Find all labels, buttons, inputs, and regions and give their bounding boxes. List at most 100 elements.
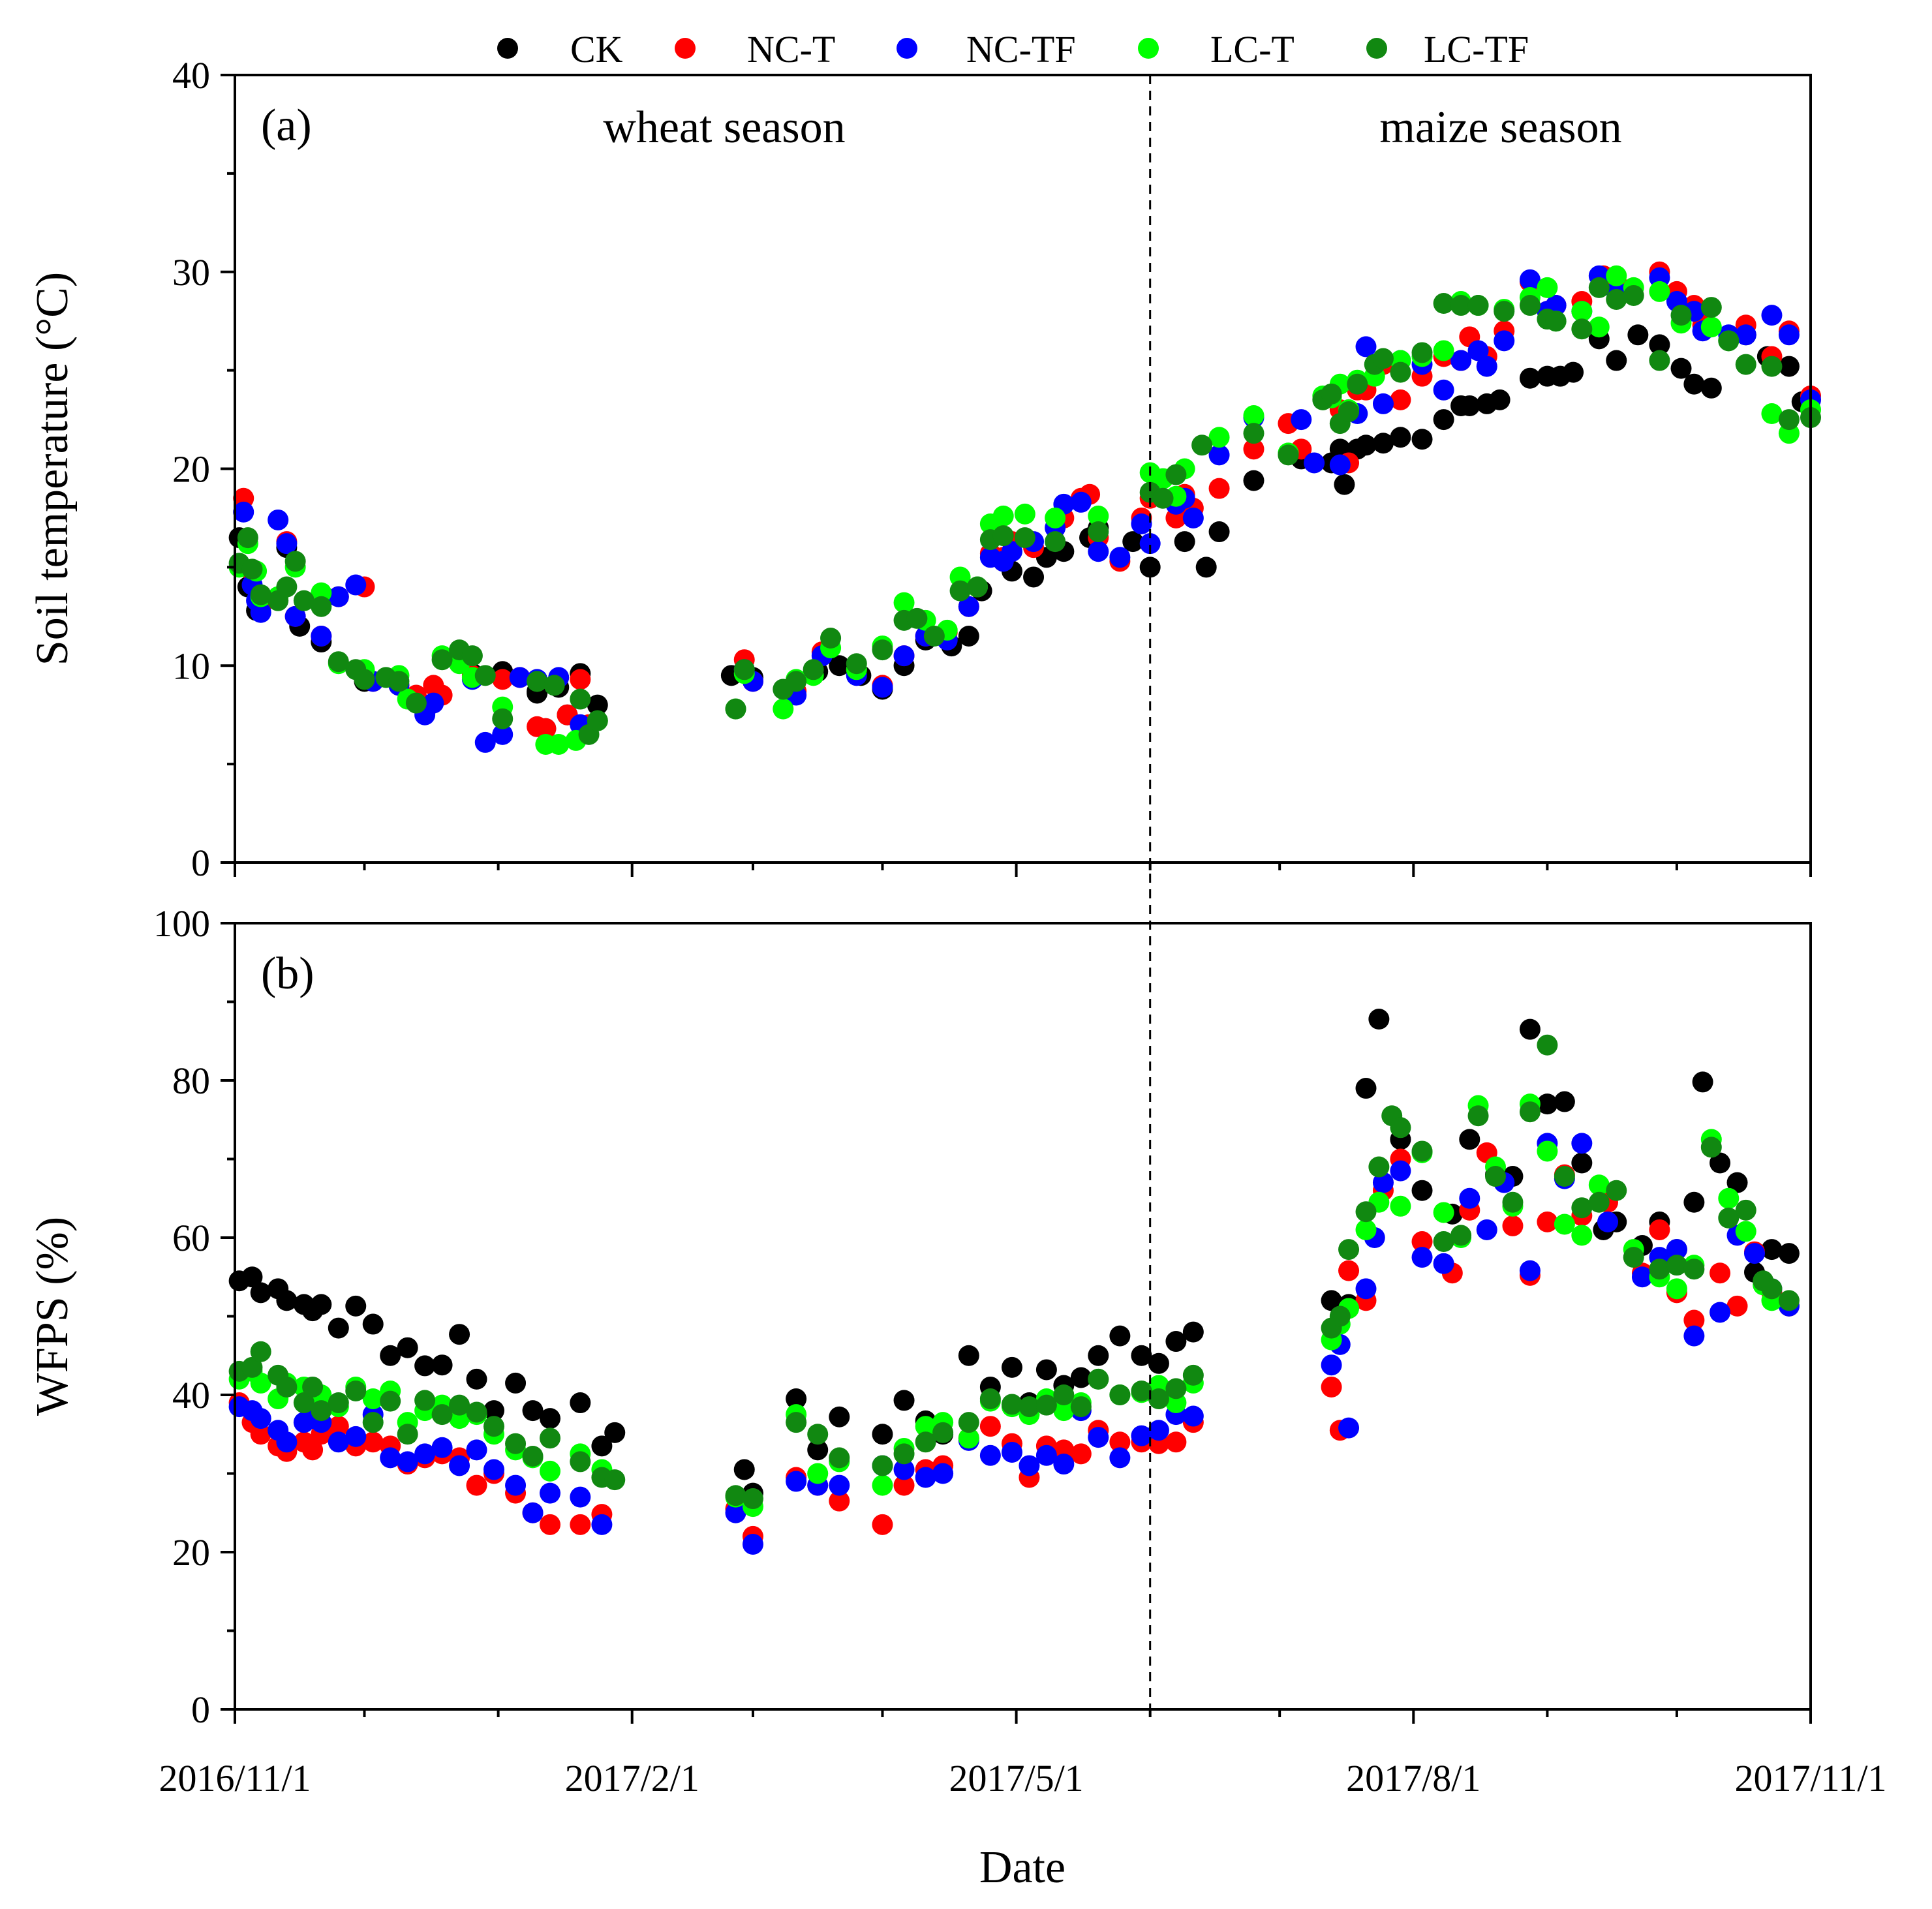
data-point-lc-tf	[786, 671, 807, 692]
data-point-ck	[328, 1317, 349, 1339]
data-point-nc-tf	[1109, 1447, 1131, 1469]
data-point-lc-tf	[293, 590, 314, 611]
data-point-nc-tf	[1372, 393, 1394, 414]
panel-b-frame	[234, 922, 1812, 1711]
data-point-ck	[1761, 1239, 1783, 1260]
data-point-nc-t	[872, 1514, 893, 1535]
data-point-nc-tf	[1743, 1243, 1765, 1264]
data-point-nc-tf	[893, 645, 915, 667]
data-point-lc-tf	[1450, 1225, 1472, 1246]
data-point-lc-tf	[241, 558, 263, 580]
data-point-ck	[958, 1345, 979, 1366]
data-point-lc-tf	[1670, 305, 1692, 326]
x-tick-label: 2017/11/1	[1734, 1757, 1886, 1799]
data-point-lc-t	[1537, 1140, 1558, 1162]
data-point-ck	[1433, 409, 1454, 431]
data-point-nc-t	[829, 1490, 850, 1512]
data-point-nc-tf	[540, 1482, 560, 1504]
data-point-lc-tf	[1545, 311, 1567, 332]
data-point-nc-tf	[1519, 1260, 1541, 1281]
data-point-nc-t	[570, 669, 591, 690]
data-point-lc-tf	[293, 1392, 314, 1414]
panel-a-y-tick-label: 20	[172, 448, 210, 491]
legend-marker-lc-t	[1138, 38, 1159, 59]
data-point-nc-tf	[414, 1443, 436, 1465]
data-point-nc-tf	[786, 1471, 807, 1492]
data-point-ck	[522, 1400, 544, 1422]
data-point-lc-tf	[1411, 1140, 1433, 1162]
data-point-nc-tf	[380, 1447, 401, 1469]
panel-a-y-tick-label: 10	[172, 645, 210, 687]
data-point-nc-tf	[1182, 507, 1204, 528]
data-point-lc-t	[1700, 316, 1722, 338]
legend-label-lc-tf: LC-TF	[1424, 28, 1529, 70]
data-point-ck	[1355, 435, 1377, 456]
data-point-lc-tf	[803, 659, 824, 680]
data-point-ck	[1368, 1009, 1390, 1030]
data-point-ck	[807, 1439, 829, 1461]
data-point-nc-tf	[1019, 1455, 1040, 1476]
data-point-lc-tf	[829, 1447, 850, 1469]
panel-b-ticks: 0 20 40 60 80 100	[153, 902, 1812, 1731]
data-point-ck	[397, 1337, 418, 1358]
data-point-lc-tf	[1433, 293, 1454, 314]
data-point-nc-t	[1321, 1376, 1342, 1397]
data-point-lc-t	[1571, 1225, 1593, 1246]
data-point-lc-tf	[1502, 1191, 1524, 1213]
data-point-lc-t	[915, 1416, 936, 1437]
data-point-nc-t	[893, 1474, 915, 1496]
data-point-lc-tf	[466, 1401, 487, 1423]
data-point-lc-tf	[1494, 301, 1515, 322]
data-point-lc-t	[893, 592, 915, 613]
data-point-lc-tf	[483, 1416, 504, 1437]
data-point-nc-tf	[311, 625, 332, 647]
data-point-lc-tf	[923, 625, 945, 647]
data-point-lc-tf	[1700, 1137, 1722, 1158]
data-point-lc-tf	[1109, 1384, 1131, 1405]
legend-item-ck: CK	[497, 28, 623, 70]
data-point-lc-tf	[527, 671, 548, 692]
data-point-lc-tf	[915, 1431, 936, 1453]
data-point-ck	[1174, 531, 1195, 553]
data-point-ck	[1109, 1325, 1131, 1347]
panel-a-ticks: 0 10 20 30 40	[172, 54, 1812, 884]
data-point-lc-tf	[1243, 423, 1265, 444]
data-point-lc-tf	[1070, 1396, 1092, 1418]
data-point-lc-tf	[1053, 1384, 1075, 1405]
data-point-lc-t	[362, 1388, 384, 1410]
data-point-nc-tf	[1476, 356, 1497, 377]
data-point-lc-tf	[742, 1488, 763, 1510]
data-point-ck	[1778, 356, 1800, 377]
data-point-ck	[872, 1424, 893, 1445]
panel-b-y-axis-title: WFPS (%)	[27, 1217, 78, 1416]
data-point-nc-tf	[1411, 1247, 1433, 1268]
data-point-lc-t	[872, 1474, 893, 1496]
data-point-lc-tf	[311, 596, 332, 617]
data-point-nc-tf	[1291, 409, 1312, 431]
data-point-lc-tf	[733, 659, 755, 680]
data-point-nc-t	[492, 669, 514, 690]
data-point-lc-tf	[1035, 1394, 1057, 1416]
data-point-nc-tf	[423, 692, 444, 714]
legend-item-lc-t: LC-T	[1138, 28, 1295, 70]
data-point-nc-tf	[505, 1474, 527, 1496]
data-point-nc-tf	[1372, 1172, 1394, 1193]
data-point-lc-tf	[992, 525, 1014, 547]
data-point-ck	[1726, 1172, 1748, 1193]
data-point-ck	[1519, 367, 1541, 389]
data-point-nc-tf	[1131, 513, 1152, 534]
legend-item-nc-t: NC-T	[675, 28, 835, 70]
data-point-ck	[1489, 389, 1510, 410]
data-point-ck	[1355, 1078, 1377, 1099]
data-point-lc-tf	[388, 671, 410, 692]
data-point-ck	[1563, 361, 1584, 383]
data-point-ck	[1334, 474, 1355, 495]
data-point-ck	[591, 1435, 613, 1457]
data-point-lc-tf	[872, 1455, 893, 1476]
data-point-nc-tf	[1329, 454, 1351, 476]
data-point-lc-tf	[1735, 1199, 1756, 1221]
data-point-lc-tf	[820, 628, 842, 649]
data-point-lc-t	[540, 1460, 560, 1482]
data-point-nc-tf	[1088, 1427, 1109, 1448]
data-point-nc-tf	[1088, 541, 1109, 562]
